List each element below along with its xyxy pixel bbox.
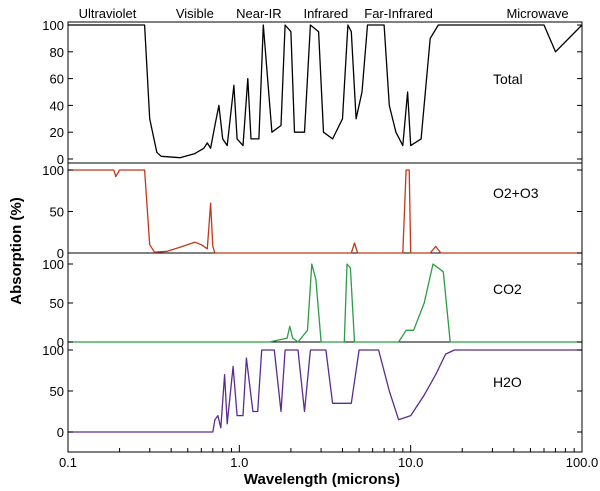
series-label-o2o3: O2+O3 — [493, 185, 539, 201]
y-tick-label-h2o: 100 — [42, 343, 64, 358]
series-label-total: Total — [493, 71, 523, 87]
y-tick-label-h2o: 50 — [50, 384, 64, 399]
plot-frame — [67, 21, 583, 453]
series-line-total — [68, 24, 583, 159]
series-line-h2o — [68, 349, 582, 433]
y-tick-label-co2: 50 — [50, 296, 64, 311]
y-tick-label-total: 100 — [42, 18, 64, 33]
y-tick-label-h2o: 0 — [57, 425, 64, 440]
region-label: Visible — [176, 6, 214, 21]
x-tick-label: 100.0 — [566, 455, 599, 470]
region-label: Near-IR — [236, 6, 282, 21]
y-tick-label-o2o3: 0 — [57, 246, 64, 261]
y-tick-label-o2o3: 50 — [50, 205, 64, 220]
y-tick-label-co2: 0 — [57, 335, 64, 350]
x-tick-label: 1.0 — [230, 455, 248, 470]
y-tick-label-total: 60 — [50, 72, 64, 87]
series-line-co2 — [68, 263, 582, 343]
series-label-co2: CO2 — [493, 281, 522, 297]
region-label: Microwave — [506, 6, 568, 21]
y-tick-label-o2o3: 100 — [42, 163, 64, 178]
y-tick-label-total: 80 — [50, 45, 64, 60]
x-tick-label: 0.1 — [59, 455, 77, 470]
series-line-o2o3 — [68, 169, 582, 254]
y-tick-label-co2: 100 — [42, 257, 64, 272]
y-tick-label-total: 40 — [50, 98, 64, 113]
y-axis-label: Absorption (%) — [8, 197, 25, 304]
y-tick-label-total: 20 — [50, 125, 64, 140]
x-tick-label: 10.0 — [398, 455, 423, 470]
series-label-h2o: H2O — [493, 374, 522, 390]
region-label: Far-Infrared — [364, 6, 433, 21]
region-label: Infrared — [303, 6, 348, 21]
y-tick-label-total: 0 — [57, 152, 64, 167]
region-label: Ultraviolet — [79, 6, 137, 21]
x-axis-label: Wavelength (microns) — [244, 471, 400, 488]
